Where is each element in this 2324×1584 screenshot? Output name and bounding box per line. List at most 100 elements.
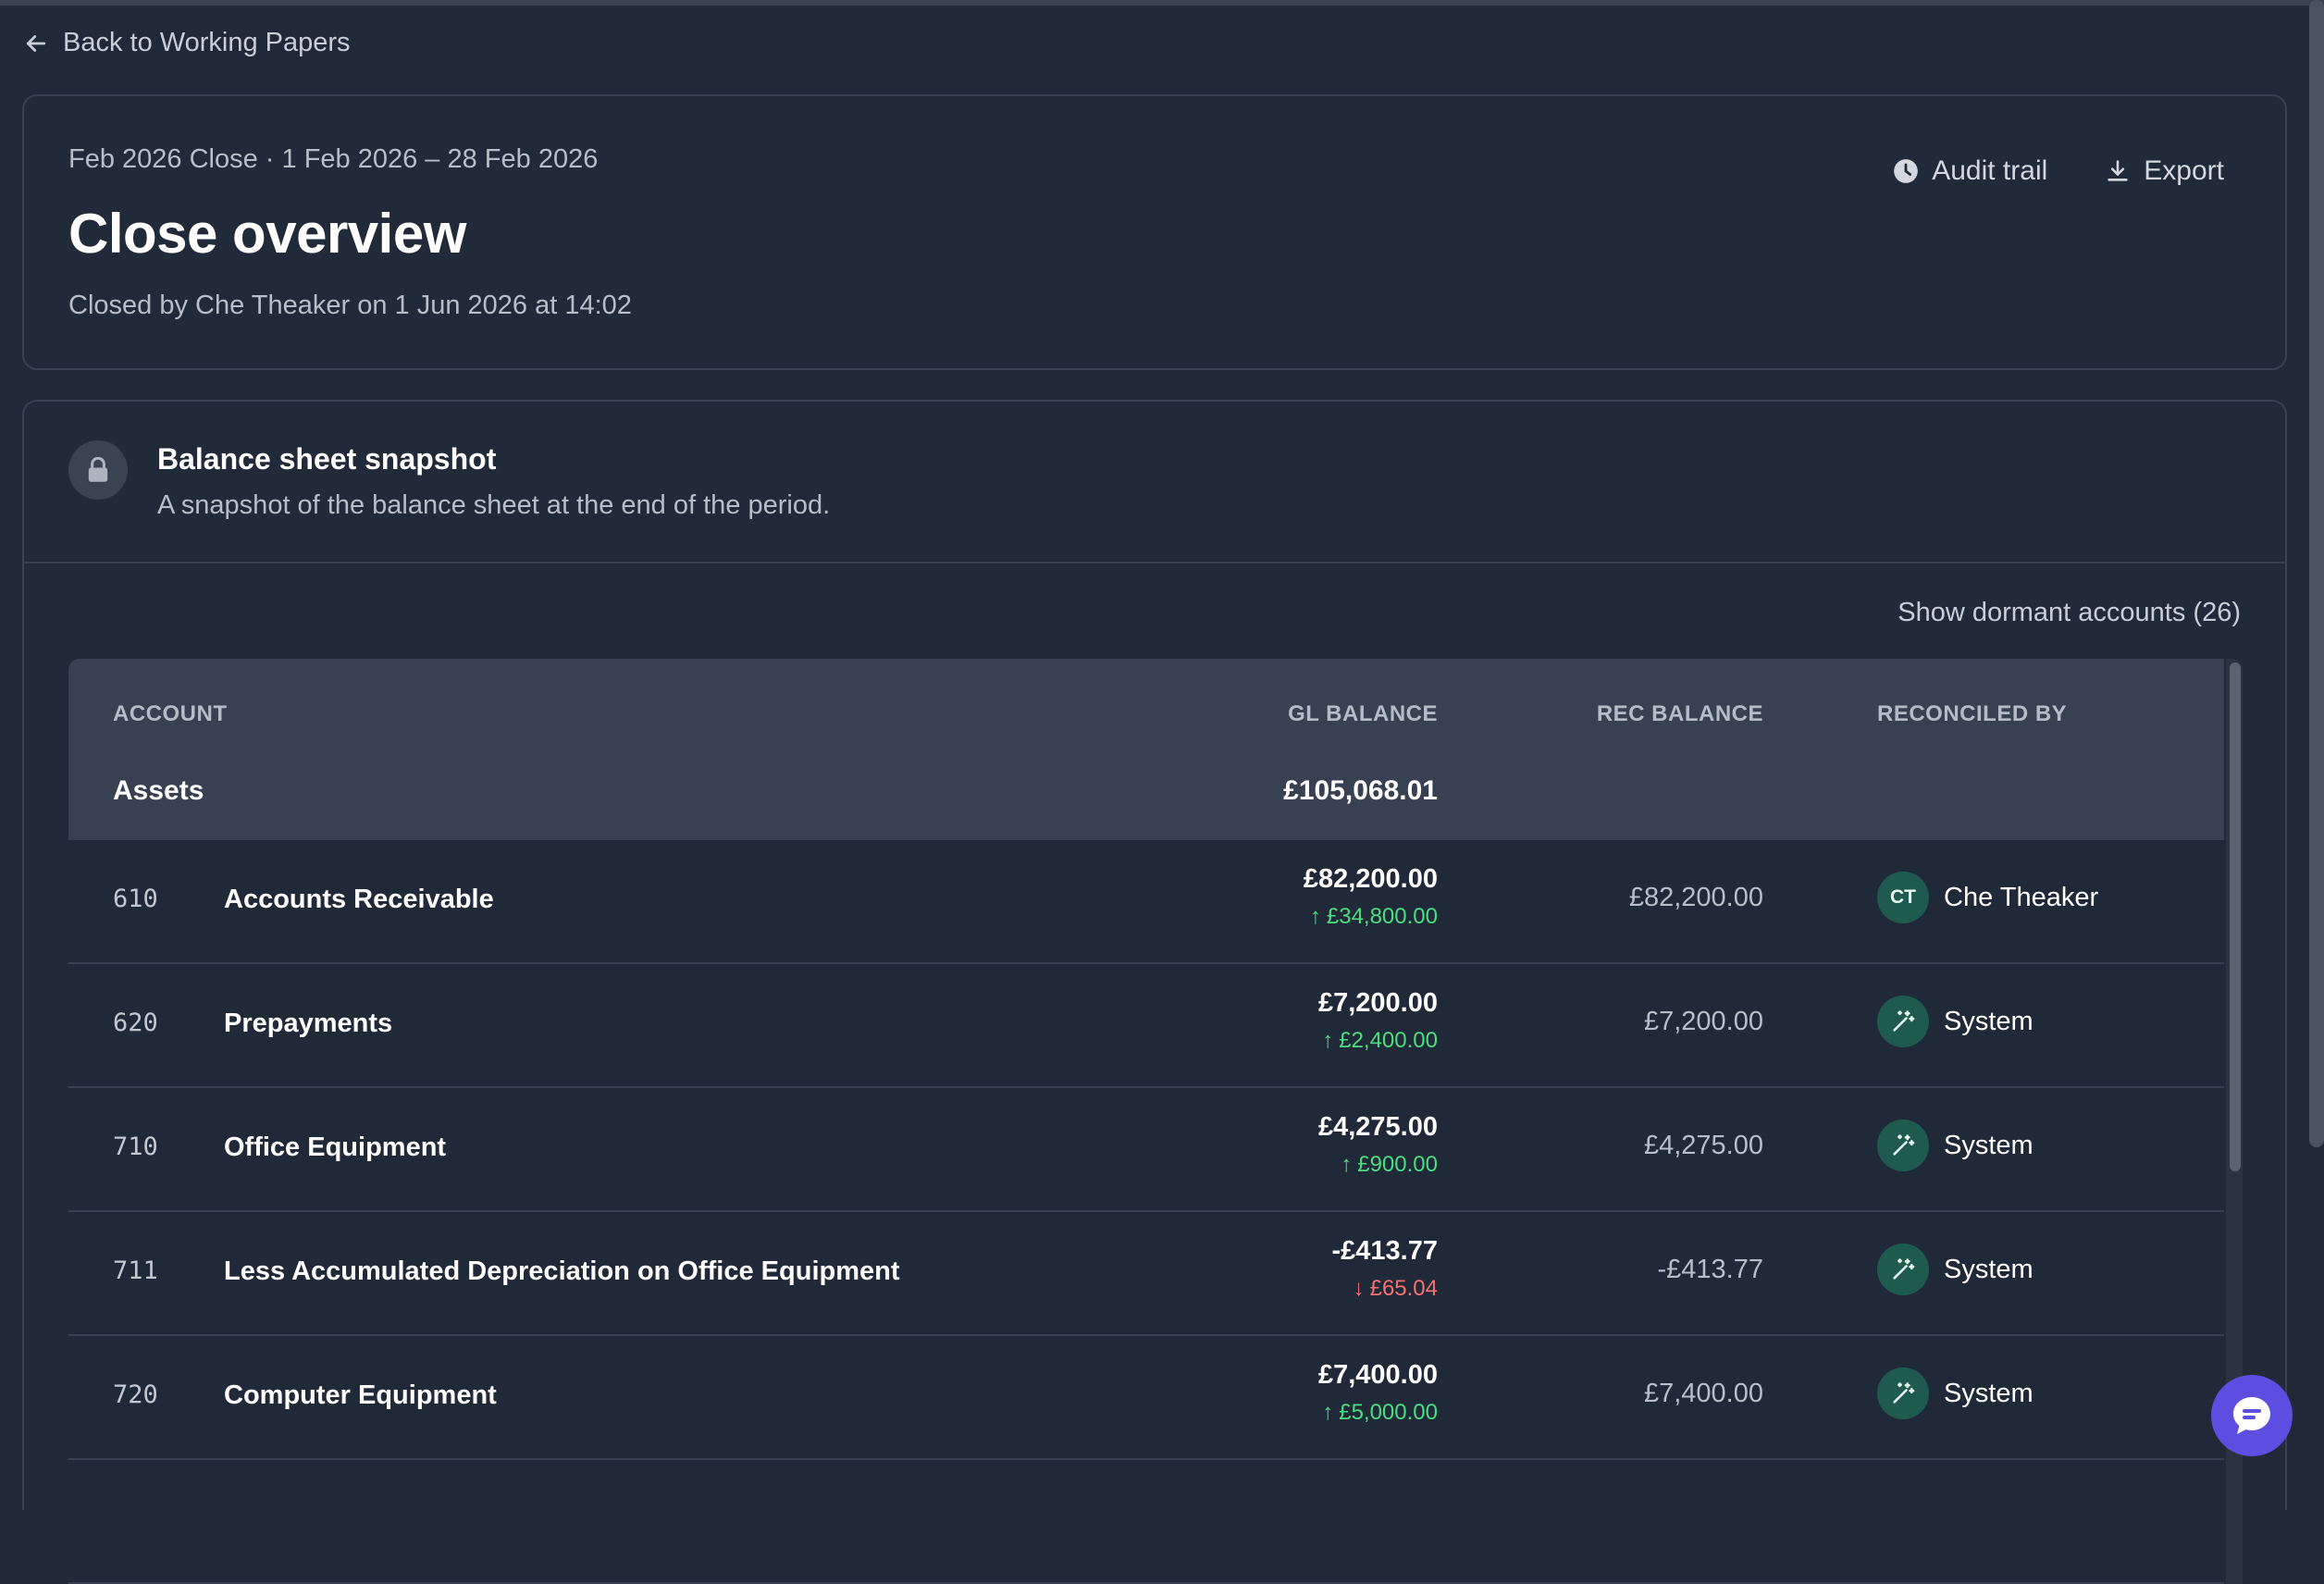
system-avatar [1877, 1244, 1929, 1295]
back-link-label: Back to Working Papers [63, 28, 351, 57]
close-header-card: Feb 2026 Close · 1 Feb 2026 – 28 Feb 202… [22, 94, 2287, 370]
table-row[interactable]: 710 Office Equipment £4,275.00 ↑ £900.00 … [68, 1088, 2224, 1212]
balance-change: ↓ £65.04 [1332, 1276, 1438, 1302]
system-avatar [1877, 996, 1929, 1047]
rec-balance: £82,200.00 [1628, 883, 1763, 912]
magic-wand-icon [1893, 1258, 1915, 1280]
rec-balance: £4,275.00 [1643, 1131, 1763, 1160]
magic-wand-icon [1893, 1010, 1915, 1032]
lock-icon [88, 457, 108, 482]
account-name: Accounts Receivable [224, 885, 494, 914]
arrow-up-icon: ↑ [1341, 1152, 1353, 1177]
audit-trail-label: Audit trail [1932, 155, 2048, 186]
snapshot-title: Balance sheet snapshot [157, 442, 497, 476]
account-name: Prepayments [224, 1009, 393, 1038]
table-row[interactable] [68, 1460, 2224, 1584]
reconciler-name: System [1944, 1254, 2034, 1284]
account-code: 610 [113, 885, 158, 913]
gl-balance: £82,200.00 [1303, 864, 1438, 894]
table-row[interactable]: 620 Prepayments £7,200.00 ↑ £2,400.00 £7,… [68, 964, 2224, 1088]
column-header-reconciled-by: RECONCILED BY [1877, 701, 2068, 726]
back-to-working-papers-link[interactable]: Back to Working Papers [22, 28, 351, 58]
column-header-rec-balance: REC BALANCE [1596, 701, 1763, 726]
snapshot-header: Balance sheet snapshot A snapshot of the… [24, 402, 2285, 563]
gl-balance-cell: £82,200.00 ↑ £34,800.00 [1304, 864, 1438, 930]
gl-balance: £7,200.00 [1317, 988, 1438, 1018]
arrow-down-icon: ↓ [1353, 1276, 1365, 1301]
avatar: CT [1877, 872, 1929, 923]
table-row[interactable]: 711 Less Accumulated Depreciation on Off… [68, 1212, 2224, 1336]
balance-change-value: £5,000.00 [1339, 1400, 1438, 1425]
close-period: Feb 2026 Close · 1 Feb 2026 – 28 Feb 202… [68, 144, 599, 174]
rec-balance: £7,400.00 [1643, 1379, 1763, 1408]
rec-balance: £7,200.00 [1643, 1007, 1763, 1036]
reconciler-name: System [1944, 1378, 2034, 1408]
magic-wand-icon [1893, 1382, 1915, 1404]
magic-wand-icon [1893, 1134, 1915, 1156]
gl-balance: £7,400.00 [1317, 1360, 1438, 1390]
reconciler-name: System [1944, 1006, 2034, 1036]
arrow-left-icon [26, 34, 46, 52]
header-actions: Audit trail Export [1893, 155, 2224, 187]
chat-icon [2233, 1397, 2270, 1434]
account-name: Office Equipment [224, 1132, 447, 1162]
page-title: Close overview [68, 203, 466, 265]
balance-change: ↑ £34,800.00 [1304, 904, 1438, 930]
balance-sheet-table: ACCOUNT GL BALANCE REC BALANCE RECONCILE… [68, 659, 2243, 1584]
balance-change-value: £65.04 [1369, 1276, 1438, 1301]
snapshot-subtitle: A snapshot of the balance sheet at the e… [157, 490, 831, 520]
top-divider [0, 0, 2324, 6]
closed-by-text: Closed by Che Theaker on 1 Jun 2026 at 1… [68, 291, 632, 320]
show-dormant-accounts-button[interactable]: Show dormant accounts (26) [1898, 598, 2241, 627]
gl-balance-cell: £7,400.00 ↑ £5,000.00 [1318, 1360, 1438, 1426]
reconciled-by-cell: System [1877, 1367, 2034, 1419]
reconciler-name: Che Theaker [1944, 882, 2099, 912]
balance-change-value: £900.00 [1357, 1152, 1438, 1177]
download-icon [2108, 160, 2128, 181]
export-label: Export [2144, 155, 2224, 186]
account-code: 711 [113, 1256, 158, 1285]
arrow-up-icon: ↑ [1322, 1400, 1334, 1425]
balance-change: ↑ £5,000.00 [1318, 1400, 1438, 1426]
table-row[interactable]: 610 Accounts Receivable £82,200.00 ↑ £34,… [68, 840, 2224, 964]
gl-balance: -£413.77 [1331, 1236, 1439, 1266]
arrow-up-icon: ↑ [1322, 1028, 1334, 1053]
reconciled-by-cell: System [1877, 1244, 2034, 1295]
table-header: ACCOUNT GL BALANCE REC BALANCE RECONCILE… [68, 659, 2224, 840]
account-code: 710 [113, 1132, 158, 1161]
audit-trail-button[interactable]: Audit trail [1893, 155, 2047, 187]
gl-balance: £4,275.00 [1317, 1112, 1438, 1142]
page-scrollbar[interactable] [2309, 0, 2324, 1147]
balance-change-value: £34,800.00 [1326, 904, 1438, 929]
arrow-up-icon: ↑ [1309, 904, 1321, 929]
rec-balance: -£413.77 [1657, 1255, 1764, 1284]
account-code: 720 [113, 1380, 158, 1409]
system-avatar [1877, 1367, 1929, 1419]
group-total-assets: £105,068.01 [1283, 775, 1438, 806]
group-label-assets: Assets [113, 775, 204, 806]
account-name: Computer Equipment [224, 1380, 497, 1410]
reconciler-name: System [1944, 1130, 2034, 1160]
balance-sheet-snapshot-card: Balance sheet snapshot A snapshot of the… [22, 400, 2287, 1584]
reconciled-by-cell: CT Che Theaker [1877, 872, 2098, 923]
clock-icon [1894, 159, 1919, 183]
column-header-gl-balance: GL BALANCE [1288, 701, 1438, 726]
column-header-account: ACCOUNT [113, 701, 228, 726]
balance-change-value: £2,400.00 [1339, 1028, 1438, 1053]
reconciled-by-cell: System [1877, 996, 2034, 1047]
gl-balance-cell: -£413.77 ↓ £65.04 [1332, 1236, 1439, 1302]
account-code: 620 [113, 1009, 158, 1037]
system-avatar [1877, 1120, 1929, 1171]
table-rows: 610 Accounts Receivable £82,200.00 ↑ £34,… [68, 840, 2224, 1584]
balance-change: ↑ £2,400.00 [1318, 1028, 1438, 1054]
table-row[interactable]: 720 Computer Equipment £7,400.00 ↑ £5,000… [68, 1336, 2224, 1460]
balance-change: ↑ £900.00 [1318, 1152, 1438, 1178]
reconciled-by-cell: System [1877, 1120, 2034, 1171]
gl-balance-cell: £4,275.00 ↑ £900.00 [1318, 1112, 1438, 1178]
export-button[interactable]: Export [2105, 155, 2224, 187]
lock-badge [68, 440, 128, 500]
chat-support-button[interactable] [2211, 1375, 2293, 1456]
gl-balance-cell: £7,200.00 ↑ £2,400.00 [1318, 988, 1438, 1054]
account-name: Less Accumulated Depreciation on Office … [224, 1256, 900, 1286]
table-scrollbar-thumb[interactable] [2230, 662, 2241, 1171]
